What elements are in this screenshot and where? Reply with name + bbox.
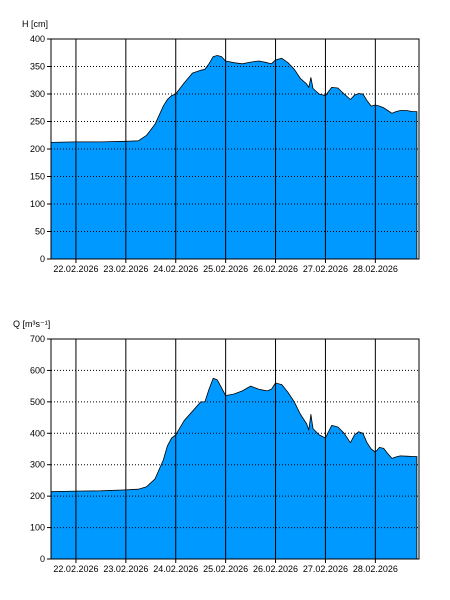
x-tick-label: 22.02.2026 xyxy=(53,264,98,274)
y-tick-label: 150 xyxy=(30,172,45,182)
y-tick-label: 100 xyxy=(30,199,45,209)
y-tick-label: 400 xyxy=(30,34,45,44)
plot-frame xyxy=(50,38,420,260)
y-tick-label: 400 xyxy=(30,428,45,438)
y-axis-label: Q [m³s⁻¹] xyxy=(13,319,50,329)
water-level-chart: 0 50 100 150 200 250 300 350 400 22.02.2026 23.02.… xyxy=(22,19,420,274)
plot-frame xyxy=(50,338,420,560)
y-tick-label: 0 xyxy=(40,554,45,564)
discharge-chart: 0 100 200 300 400 500 600 700 22.02.2026 23.02.20… xyxy=(13,319,420,574)
y-axis-label: H [cm] xyxy=(22,19,48,29)
x-tick-label: 22.02.2026 xyxy=(53,564,98,574)
y-tick-label: 350 xyxy=(30,62,45,72)
x-tick-label: 24.02.2026 xyxy=(153,264,198,274)
x-tick-label: 28.02.2026 xyxy=(353,564,398,574)
y-tick-label: 50 xyxy=(35,227,45,237)
x-tick-label: 26.02.2026 xyxy=(253,264,298,274)
y-tick-label: 300 xyxy=(30,460,45,470)
y-tick-label: 200 xyxy=(30,144,45,154)
y-tick-label: 700 xyxy=(30,334,45,344)
x-tick-label: 28.02.2026 xyxy=(353,264,398,274)
x-tick-label: 25.02.2026 xyxy=(203,564,248,574)
x-tick-label: 24.02.2026 xyxy=(153,564,198,574)
y-tick-label: 600 xyxy=(30,365,45,375)
x-tick-label: 27.02.2026 xyxy=(303,564,348,574)
x-tick-label: 25.02.2026 xyxy=(203,264,248,274)
x-tick-label: 23.02.2026 xyxy=(103,564,148,574)
x-tick-label: 27.02.2026 xyxy=(303,264,348,274)
y-tick-label: 300 xyxy=(30,89,45,99)
x-tick-label: 26.02.2026 xyxy=(253,564,298,574)
y-tick-label: 500 xyxy=(30,397,45,407)
y-tick-label: 200 xyxy=(30,491,45,501)
y-tick-label: 100 xyxy=(30,523,45,533)
y-tick-label: 250 xyxy=(30,117,45,127)
y-tick-label: 0 xyxy=(40,254,45,264)
x-tick-label: 23.02.2026 xyxy=(103,264,148,274)
